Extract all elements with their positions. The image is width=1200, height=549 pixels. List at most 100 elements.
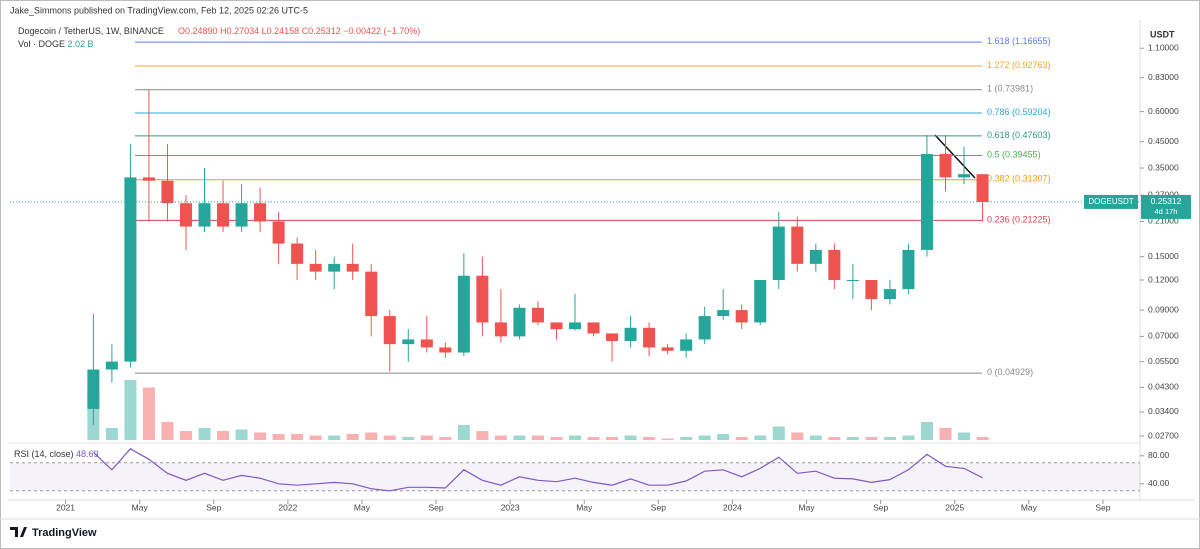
volume-bar: [791, 432, 804, 440]
y-tick-label: 0.12000: [1148, 274, 1179, 284]
volume-bar: [365, 432, 378, 440]
logo-mark: [10, 527, 27, 537]
y-tick-label: 0.60000: [1148, 106, 1179, 116]
volume-bar: [958, 432, 971, 440]
candle-body: [939, 154, 952, 178]
volume-bar: [476, 431, 489, 440]
high-text: H0.27034: [220, 26, 259, 36]
volume-bar: [828, 437, 841, 440]
y-tick-label: 0.15000: [1148, 251, 1179, 261]
volume-bar: [217, 431, 230, 440]
rsi-line: [92, 448, 983, 492]
y-tick-label: 1.10000: [1148, 42, 1179, 52]
candle-body: [124, 177, 137, 362]
candle-body: [217, 203, 230, 227]
volume-bar: [328, 435, 341, 440]
rsi-value: 48.69: [76, 449, 99, 459]
x-tick-label: 2022: [278, 502, 297, 512]
x-tick-label: 2023: [501, 502, 520, 512]
volume-last: 2.02 B: [68, 39, 94, 49]
candle-body: [846, 280, 859, 282]
rsi-tick-label: 80.00: [1148, 450, 1170, 460]
candle-body: [550, 322, 563, 330]
volume-bar: [569, 435, 581, 440]
volume-bar: [809, 435, 822, 440]
volume-bar: [698, 435, 711, 440]
open-text: O0.24890: [178, 26, 218, 36]
volume-bar: [883, 437, 896, 440]
candle-body: [402, 339, 415, 345]
volume-bar: [513, 435, 526, 440]
x-tick-label: Sep: [429, 502, 444, 512]
candle-body: [476, 275, 489, 323]
price-tag-text: 0.25312: [1151, 196, 1182, 206]
candle-body: [976, 174, 989, 202]
volume-bar: [346, 434, 359, 440]
fib-paren: ): [1048, 60, 1051, 70]
volume-bar: [198, 428, 211, 440]
y-tick-label: 0.35000: [1148, 162, 1179, 172]
volume-bar: [383, 435, 396, 440]
y-tick-label: 0.05500: [1148, 356, 1179, 366]
y-tick-label: 0.83000: [1148, 72, 1179, 82]
fib-label: 1.272 (0.92763): [987, 60, 1051, 70]
symbol-tag: [1084, 194, 1138, 209]
fib-label: 0.786 (0.59204): [987, 107, 1051, 117]
volume-bar: [457, 425, 470, 440]
candle-body: [309, 263, 322, 272]
fib-ratio: 0.618: [987, 130, 1010, 140]
fib-paren: (: [1010, 107, 1016, 117]
candle-body: [902, 249, 915, 290]
candle-body: [791, 226, 804, 264]
volume-bar: [680, 437, 693, 440]
y-tick-label: 0.27000: [1148, 189, 1179, 199]
fib-ratio: 0.236: [987, 215, 1010, 225]
fib-ratio: 0.5: [987, 150, 1000, 160]
candle-body: [198, 203, 211, 227]
fib-paren: (: [992, 84, 998, 94]
volume-bar: [865, 437, 878, 440]
rsi-label: RSI (14, close): [14, 449, 74, 459]
volume-bar: [531, 435, 544, 440]
change-text: −0.00422 (−1.70%): [343, 26, 420, 36]
candle-body: [365, 271, 378, 317]
volume-bar: [494, 435, 507, 440]
candle-body: [680, 339, 693, 351]
fib-label: 0.5 (0.39455): [987, 150, 1041, 160]
symbol-tag-text: DOGEUSDT: [1088, 197, 1133, 206]
rsi-legend: RSI (14, close) 48.69: [14, 449, 99, 459]
volume-bar: [105, 428, 118, 440]
volume-bar: [643, 437, 656, 440]
candle-body: [531, 307, 544, 323]
volume-bar: [624, 435, 637, 440]
volume-bar: [309, 435, 322, 440]
low-text: L0.24158: [262, 26, 300, 36]
fib-paren: (: [1010, 130, 1016, 140]
x-tick-label: 2021: [56, 502, 75, 512]
candle-body: [587, 322, 600, 334]
byline: Jake_Simmons published on TradingView.co…: [10, 5, 308, 15]
candle-body: [291, 243, 304, 264]
candle-body: [735, 310, 748, 323]
candle-body: [87, 369, 100, 409]
volume-bar: [439, 437, 452, 440]
x-tick-label: Sep: [206, 502, 221, 512]
candle-body: [383, 316, 396, 345]
fib-paren: (: [1010, 60, 1016, 70]
y-tick-label: 0.04300: [1148, 382, 1179, 392]
volume-bar: [606, 437, 619, 440]
candle-body: [161, 180, 174, 204]
fib-ratio: 0: [987, 367, 992, 377]
fib-price: 0.21225: [1015, 215, 1048, 225]
fib-label: 1.618 (1.16655): [987, 36, 1051, 46]
volume-bar: [142, 387, 155, 440]
volume-bar: [291, 434, 304, 440]
x-tick-label: Sep: [651, 502, 666, 512]
volume-bar: [254, 432, 267, 440]
candle-body: [272, 221, 285, 244]
logo: TradingView: [0, 518, 1200, 539]
candle-body: [809, 249, 822, 264]
fib-ratio: 1: [987, 84, 992, 94]
fib-price: 0.31307: [1015, 174, 1048, 184]
